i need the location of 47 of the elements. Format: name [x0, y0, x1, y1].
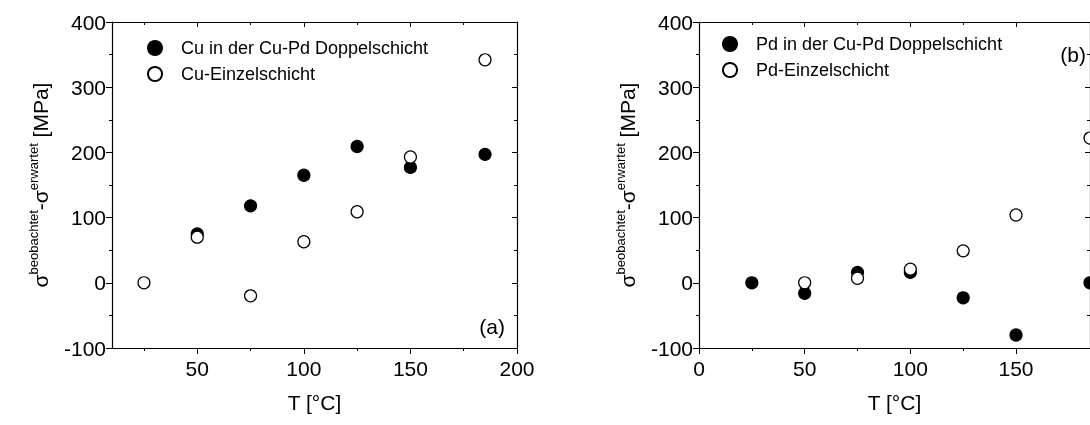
- point: [798, 286, 812, 300]
- y-axis-title: σbeobachtet-σerwartet [MPa]: [26, 82, 52, 288]
- x-tick-label: 200: [499, 357, 535, 380]
- y-tick-label: 200: [70, 140, 106, 164]
- point: [1009, 208, 1023, 222]
- y-tick-label: 100: [70, 206, 106, 230]
- y-tick-label: -100: [650, 336, 693, 360]
- annotation: (b): [1060, 43, 1087, 66]
- point: [297, 168, 311, 182]
- x-tick-label: 100: [286, 357, 322, 380]
- x-axis-title: T [°C]: [867, 391, 922, 414]
- legend-label: Pd in der Cu-Pd Doppelschicht: [756, 34, 1003, 54]
- y-tick-label: 400: [657, 10, 693, 34]
- y-tick-label: -100: [63, 336, 106, 360]
- point: [350, 205, 364, 219]
- x-tick-label: 50: [793, 357, 817, 380]
- legend-label: Cu-Einzelschicht: [181, 64, 316, 84]
- x-tick-label: 50: [185, 357, 209, 380]
- point: [478, 53, 492, 67]
- y-tick-label: 0: [94, 271, 106, 295]
- point: [956, 291, 970, 305]
- point: [297, 235, 311, 249]
- point: [745, 276, 759, 290]
- point: [956, 244, 970, 258]
- y-tick-label: 200: [657, 140, 693, 164]
- point: [798, 276, 812, 290]
- x-tick-label: 150: [998, 357, 1034, 380]
- y-tick-label: 300: [70, 75, 106, 99]
- point: [243, 289, 258, 303]
- point: [243, 199, 258, 213]
- y-tick-label: 300: [657, 75, 693, 99]
- x-axis-title: T [°C]: [287, 391, 342, 414]
- legend-label: Cu in der Cu-Pd Doppelschicht: [181, 38, 429, 58]
- point: [137, 276, 151, 290]
- point: [478, 147, 492, 161]
- point: [1009, 328, 1023, 342]
- x-tick-label: 100: [892, 357, 928, 380]
- x-tick-label: 150: [392, 357, 428, 380]
- point: [403, 150, 418, 164]
- y-axis-title: σbeobachtet-σerwartet [MPa]: [613, 82, 639, 288]
- y-tick-label: 0: [681, 271, 693, 295]
- point: [350, 139, 364, 154]
- y-tick-label: 400: [70, 10, 106, 34]
- y-tick-label: 100: [657, 206, 693, 230]
- legend-label: Pd-Einzelschicht: [756, 60, 890, 80]
- point: [850, 271, 865, 285]
- annotation: (a): [479, 315, 506, 338]
